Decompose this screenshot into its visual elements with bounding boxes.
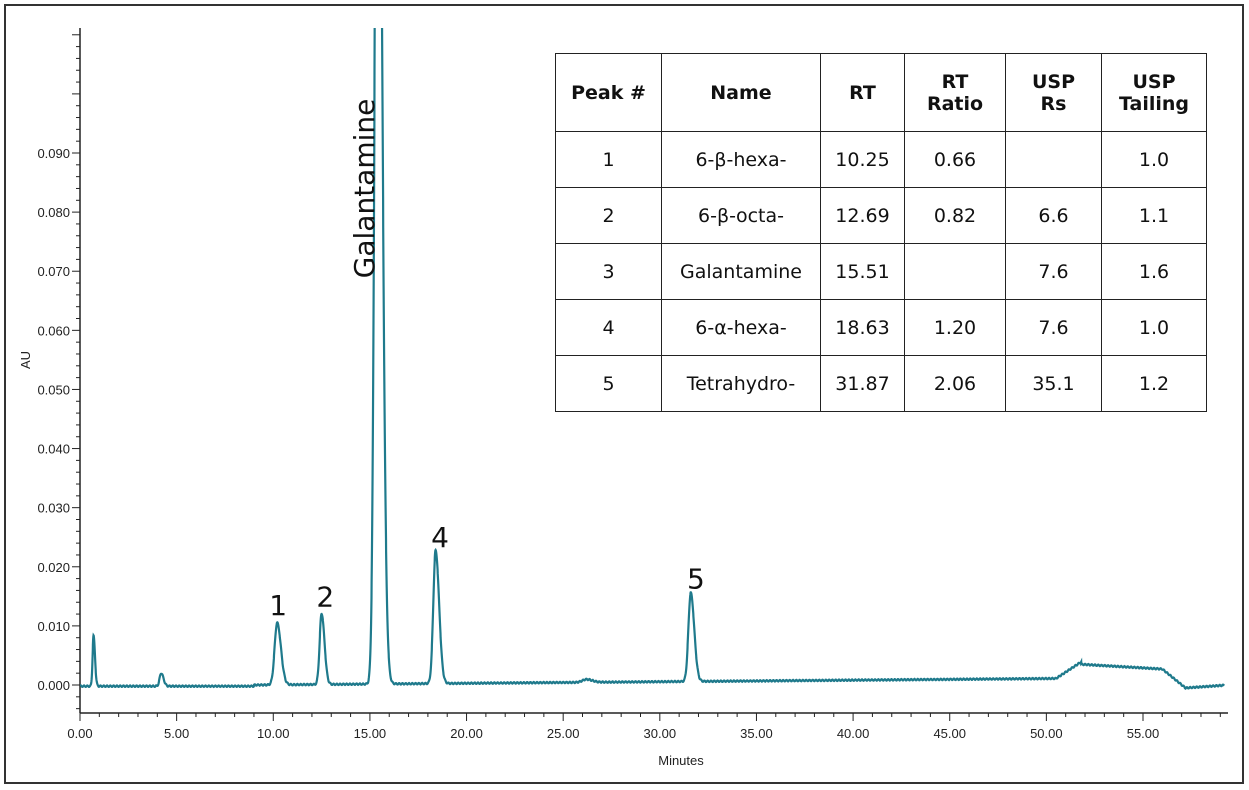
y-tick-label: 0.090 [37, 146, 70, 161]
table-cell [1005, 131, 1102, 188]
table-cell: 6-β-hexa- [661, 131, 821, 188]
table-cell: 1 [555, 131, 662, 188]
x-tick-label: 40.00 [837, 726, 870, 741]
table-cell: 1.1 [1101, 187, 1207, 244]
table-header: Peak # [555, 53, 662, 132]
table-cell: 1.20 [904, 299, 1006, 356]
table-row: 3 Galantamine 15.51 7.6 1.6 [555, 243, 1207, 300]
x-tick-label: 0.00 [67, 726, 92, 741]
table-header: RT Ratio [904, 53, 1006, 132]
x-tick-label: 20.00 [450, 726, 483, 741]
table-cell: 2 [555, 187, 662, 244]
y-tick-label: 0.060 [37, 323, 70, 338]
peak-label-galantamine: Galantamine [348, 99, 381, 279]
table-row: 5 Tetrahydro- 31.87 2.06 35.1 1.2 [555, 355, 1207, 412]
y-tick-label: 0.020 [37, 560, 70, 575]
table-cell: 1.0 [1101, 299, 1207, 356]
table-cell: 15.51 [820, 243, 905, 300]
table-header: USP Rs [1005, 53, 1102, 132]
chromatogram-trace [80, 28, 1225, 690]
y-tick-label: 0.010 [37, 619, 70, 634]
table-cell: 6-α-hexa- [661, 299, 821, 356]
y-tick-label: 0.040 [37, 442, 70, 457]
x-tick-label: 35.00 [740, 726, 773, 741]
table-cell: 4 [555, 299, 662, 356]
table-cell: 0.82 [904, 187, 1006, 244]
table-cell: 12.69 [820, 187, 905, 244]
frame [4, 4, 1244, 784]
table-row: 2 6-β-octa- 12.69 0.82 6.6 1.1 [555, 187, 1207, 244]
table-header: RT [820, 53, 905, 132]
table-row: 4 6-α-hexa- 18.63 1.20 7.6 1.0 [555, 299, 1207, 356]
table-cell: 6-β-octa- [661, 187, 821, 244]
peak-label-5: 5 [687, 563, 705, 596]
table-cell [904, 243, 1006, 300]
table-cell: 1.0 [1101, 131, 1207, 188]
table-cell: 6.6 [1005, 187, 1102, 244]
table-cell: 1.2 [1101, 355, 1207, 412]
table-cell: 10.25 [820, 131, 905, 188]
table-cell: Galantamine [661, 243, 821, 300]
y-tick-label: 0.050 [37, 382, 70, 397]
table-cell: 3 [555, 243, 662, 300]
table-cell: 35.1 [1005, 355, 1102, 412]
x-axis-label: Minutes [658, 753, 704, 768]
peak-label-4: 4 [431, 521, 449, 554]
table-cell: Tetrahydro- [661, 355, 821, 412]
table-cell: 5 [555, 355, 662, 412]
table-row: 1 6-β-hexa- 10.25 0.66 1.0 [555, 131, 1207, 188]
peak-label-1: 1 [269, 589, 287, 622]
x-tick-label: 10.00 [257, 726, 290, 741]
table-header: Name [661, 53, 821, 132]
x-tick-label: 45.00 [933, 726, 966, 741]
peak-label-2: 2 [316, 580, 334, 613]
y-tick-label: 0.070 [37, 264, 70, 279]
y-tick-label: 0.000 [37, 678, 70, 693]
table-cell: 7.6 [1005, 243, 1102, 300]
table-header: USP Tailing [1101, 53, 1207, 132]
table-cell: 0.66 [904, 131, 1006, 188]
table-cell: 7.6 [1005, 299, 1102, 356]
x-tick-label: 30.00 [644, 726, 677, 741]
x-tick-label: 50.00 [1030, 726, 1063, 741]
y-tick-label: 0.030 [37, 501, 70, 516]
x-tick-label: 25.00 [547, 726, 580, 741]
x-tick-label: 15.00 [354, 726, 387, 741]
x-tick-label: 5.00 [164, 726, 189, 741]
table-cell: 18.63 [820, 299, 905, 356]
table-cell: 31.87 [820, 355, 905, 412]
peak-table: Peak # Name RT RT Ratio USP Rs USP Tailing 1 6-β-… [555, 53, 1207, 412]
x-tick-label: 55.00 [1127, 726, 1160, 741]
table-cell: 1.6 [1101, 243, 1207, 300]
y-axis-label: AU [18, 351, 33, 369]
table-cell: 2.06 [904, 355, 1006, 412]
y-tick-label: 0.080 [37, 205, 70, 220]
